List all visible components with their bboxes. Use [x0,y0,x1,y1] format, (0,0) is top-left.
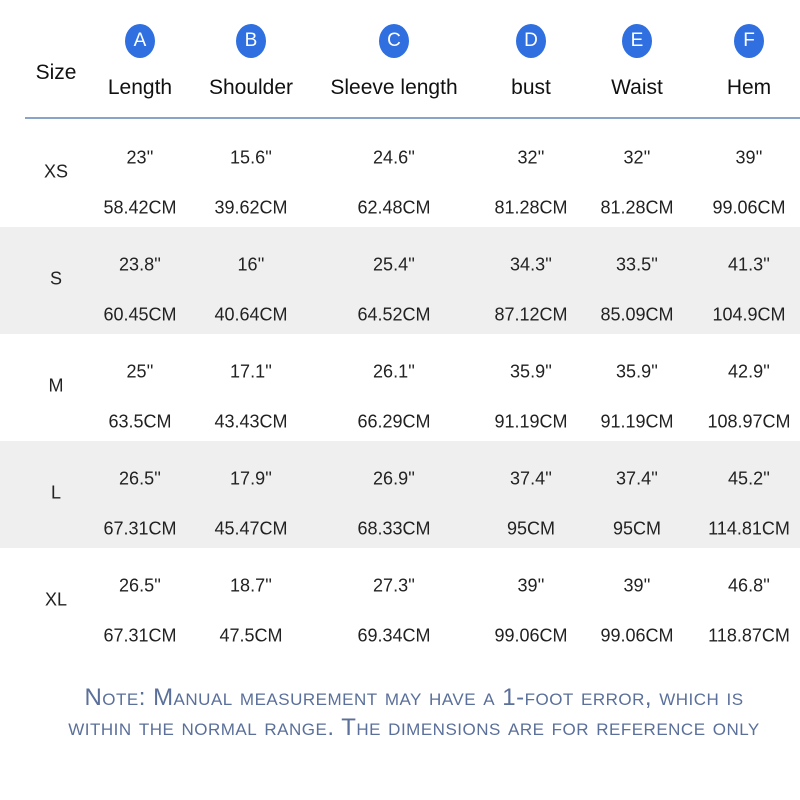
cm-value: 81.28CM [494,197,568,218]
cm-value: 67.31CM [103,625,177,646]
inch-value: 25.4'' [373,254,415,275]
note-line: Note: Manual measurement may have a 1-fo… [84,684,744,711]
note-line: within the normal range. The dimensions … [68,714,760,741]
column-label: Shoulder [208,76,294,99]
inch-value: 37.4'' [616,468,658,489]
inch-value: 39'' [735,147,763,168]
inch-value: 24.6'' [373,147,415,168]
cm-value: 62.48CM [357,197,431,218]
column-label: bust [511,76,551,99]
size-header: Size [35,61,77,84]
cm-value: 60.45CM [103,304,177,325]
cm-value: 95CM [506,518,556,539]
inch-value: 15.6'' [230,147,272,168]
cm-value: 91.19CM [600,411,674,432]
cm-value: 99.06CM [600,625,674,646]
cm-value: 43.43CM [214,411,288,432]
inch-value: 34.3'' [510,254,552,275]
cm-value: 68.33CM [357,518,431,539]
size-label: XL [44,589,68,610]
inch-value: 23'' [126,147,154,168]
size-label: M [48,375,64,396]
inch-value: 35.9'' [510,361,552,382]
cm-value: 69.34CM [357,625,431,646]
column-badge: E [622,24,652,58]
inch-value: 16'' [237,254,265,275]
column-badge: F [734,24,764,58]
cm-value: 39.62CM [214,197,288,218]
cm-value: 66.29CM [357,411,431,432]
inch-value: 35.9'' [616,361,658,382]
column-label: Waist [611,76,663,99]
inch-value: 26.5'' [119,468,161,489]
cm-value: 45.47CM [214,518,288,539]
inch-value: 18.7'' [230,575,272,596]
inch-value: 32'' [623,147,651,168]
column-label: Sleeve length [330,76,458,99]
inch-value: 26.9'' [373,468,415,489]
column-badge: D [516,24,546,58]
cm-value: 108.97CM [707,411,791,432]
cm-value: 85.09CM [600,304,674,325]
column-badge: B [236,24,266,58]
row-background [0,227,800,334]
inch-value: 33.5'' [616,254,658,275]
header-rule [25,117,800,119]
inch-value: 45.2'' [728,468,770,489]
cm-value: 104.9CM [712,304,786,325]
inch-value: 23.8'' [119,254,161,275]
cm-value: 67.31CM [103,518,177,539]
inch-value: 42.9'' [728,361,770,382]
cm-value: 114.81CM [708,518,790,539]
inch-value: 39'' [517,575,545,596]
inch-value: 17.9'' [230,468,272,489]
cm-value: 95CM [612,518,662,539]
cm-value: 99.06CM [712,197,786,218]
column-label: Length [107,76,173,99]
cm-value: 87.12CM [494,304,568,325]
inch-value: 25'' [126,361,154,382]
inch-value: 17.1'' [230,361,272,382]
cm-value: 99.06CM [494,625,568,646]
inch-value: 39'' [623,575,651,596]
size-label: S [49,268,63,289]
inch-value: 27.3'' [373,575,415,596]
cm-value: 118.87CM [708,625,790,646]
cm-value: 40.64CM [214,304,288,325]
size-label: XS [43,161,69,182]
inch-value: 26.1'' [373,361,415,382]
inch-value: 37.4'' [510,468,552,489]
cm-value: 81.28CM [600,197,674,218]
inch-value: 46.8'' [728,575,770,596]
column-label: Hem [726,76,772,99]
cm-value: 63.5CM [108,411,172,432]
inch-value: 41.3'' [728,254,770,275]
cm-value: 47.5CM [219,625,283,646]
cm-value: 64.52CM [357,304,431,325]
column-badge: A [125,24,155,58]
inch-value: 32'' [517,147,545,168]
cm-value: 91.19CM [494,411,568,432]
column-badge: C [379,24,409,58]
inch-value: 26.5'' [119,575,161,596]
row-background [0,441,800,548]
size-label: L [50,482,62,503]
cm-value: 58.42CM [103,197,177,218]
